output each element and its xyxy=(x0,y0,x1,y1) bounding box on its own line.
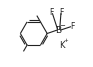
Text: K: K xyxy=(59,41,65,50)
Text: −: − xyxy=(59,23,65,29)
Text: F: F xyxy=(49,8,53,17)
Text: F: F xyxy=(60,8,64,17)
Text: +: + xyxy=(64,38,68,43)
Text: B: B xyxy=(56,26,62,35)
Text: F: F xyxy=(70,22,74,31)
